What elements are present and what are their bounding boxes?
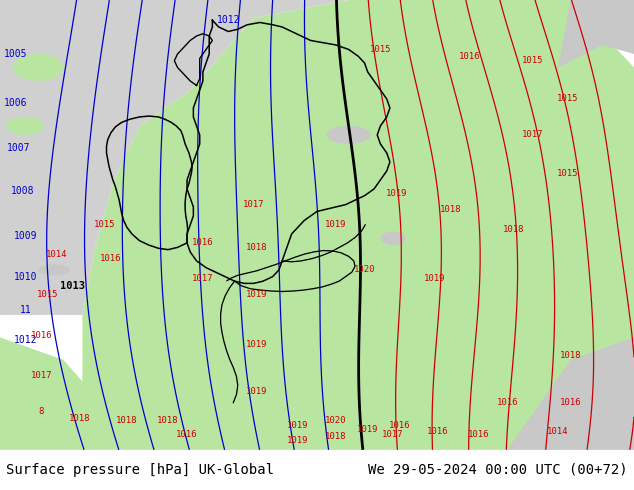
Text: 1019: 1019 [246, 290, 268, 299]
Text: 1006: 1006 [4, 98, 28, 108]
Text: 1016: 1016 [176, 430, 198, 439]
Text: 1014: 1014 [46, 249, 68, 259]
Text: 1017: 1017 [382, 430, 404, 439]
Text: 1020: 1020 [354, 266, 375, 274]
Text: 1008: 1008 [10, 186, 34, 196]
Text: 1019: 1019 [424, 274, 445, 283]
Text: 1015: 1015 [370, 45, 391, 54]
Polygon shape [0, 0, 349, 315]
Text: 1016: 1016 [427, 427, 448, 436]
Text: 1019: 1019 [385, 189, 407, 198]
Polygon shape [507, 337, 634, 450]
Text: 1019: 1019 [357, 425, 378, 434]
Text: 1019: 1019 [287, 436, 309, 445]
Text: 1012: 1012 [216, 15, 240, 25]
Text: 1019: 1019 [246, 340, 268, 348]
Text: 1007: 1007 [7, 144, 31, 153]
Text: 1016: 1016 [30, 331, 52, 340]
Text: 1017: 1017 [243, 200, 264, 209]
Text: 1009: 1009 [13, 231, 37, 241]
Polygon shape [0, 337, 95, 450]
Text: 1016: 1016 [468, 430, 489, 439]
Text: 1018: 1018 [116, 416, 138, 425]
Text: 1015: 1015 [557, 95, 578, 103]
Polygon shape [558, 0, 634, 68]
Text: 1016: 1016 [560, 398, 581, 407]
Text: 8: 8 [39, 407, 44, 416]
Text: 1018: 1018 [325, 432, 347, 441]
Text: 1020: 1020 [325, 416, 347, 425]
Text: Surface pressure [hPa] UK-Global: Surface pressure [hPa] UK-Global [6, 463, 275, 477]
Polygon shape [82, 0, 634, 450]
Ellipse shape [327, 126, 371, 144]
Text: 1015: 1015 [37, 290, 58, 299]
Text: We 29-05-2024 00:00 UTC (00+72): We 29-05-2024 00:00 UTC (00+72) [368, 463, 628, 477]
Text: 1016: 1016 [192, 239, 214, 247]
Text: 1019: 1019 [325, 220, 347, 229]
Text: 1015: 1015 [522, 56, 543, 65]
Text: 1010: 1010 [13, 271, 37, 282]
Text: 1015: 1015 [557, 169, 578, 178]
Text: 1018: 1018 [68, 414, 90, 423]
Text: 1012: 1012 [13, 335, 37, 344]
Text: 1019: 1019 [287, 420, 309, 430]
Text: 1018: 1018 [157, 416, 179, 425]
Text: 1015: 1015 [94, 220, 115, 229]
Text: 1016: 1016 [100, 254, 122, 263]
Text: 1016: 1016 [458, 52, 480, 61]
Text: 1016: 1016 [496, 398, 518, 407]
Ellipse shape [380, 232, 406, 245]
Text: 1018: 1018 [246, 243, 268, 252]
Text: 1005: 1005 [4, 49, 28, 59]
Text: 1013: 1013 [60, 281, 86, 291]
Text: 1014: 1014 [547, 427, 569, 436]
Text: 1018: 1018 [560, 351, 581, 360]
Text: 11: 11 [20, 305, 31, 316]
Text: 1019: 1019 [246, 387, 268, 396]
Text: 1017: 1017 [192, 274, 214, 283]
Ellipse shape [13, 54, 63, 81]
Text: 1017: 1017 [30, 371, 52, 380]
Ellipse shape [6, 117, 44, 135]
Text: 1016: 1016 [389, 420, 410, 430]
Text: 1017: 1017 [522, 130, 543, 140]
Text: 1018: 1018 [503, 225, 524, 234]
Text: 1018: 1018 [439, 205, 461, 214]
Ellipse shape [38, 264, 70, 275]
